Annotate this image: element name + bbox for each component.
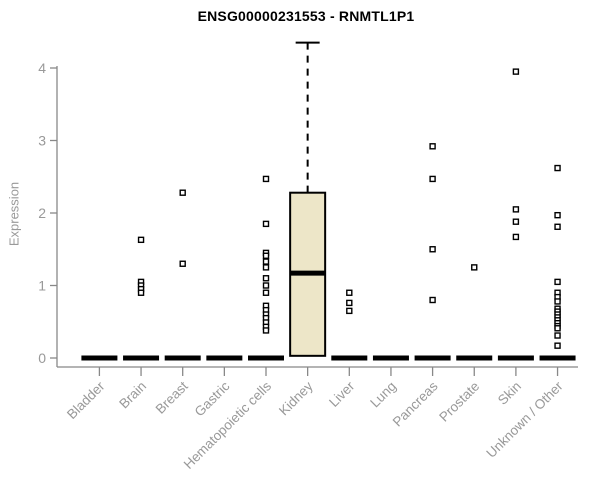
outlier-point bbox=[554, 211, 561, 219]
outlier-point bbox=[512, 68, 520, 75]
outlier-point bbox=[554, 325, 561, 332]
zero-bar bbox=[81, 355, 118, 361]
outlier-point bbox=[471, 264, 478, 271]
outlier-point bbox=[429, 296, 436, 304]
x-tick-label: Kidney bbox=[276, 378, 316, 418]
outlier-point bbox=[346, 307, 353, 315]
y-tick-label: 2 bbox=[38, 205, 46, 221]
chart-title: ENSG00000231553 - RNMTL1P1 bbox=[197, 8, 415, 24]
outlier-point bbox=[262, 220, 270, 228]
outlier-point bbox=[512, 206, 520, 213]
x-tick-label: Brain bbox=[116, 379, 149, 412]
outlier-point bbox=[554, 332, 561, 339]
y-tick-label: 0 bbox=[38, 350, 46, 366]
outlier-point bbox=[262, 327, 270, 334]
zero-bar bbox=[456, 355, 493, 361]
zero-bar bbox=[331, 355, 368, 361]
zero-bar bbox=[164, 355, 201, 361]
outlier-point bbox=[262, 289, 270, 296]
outlier-point bbox=[429, 143, 436, 150]
outlier-point bbox=[179, 189, 186, 196]
x-tick-label: Lung bbox=[367, 379, 399, 411]
outlier-point bbox=[554, 298, 561, 305]
x-tick-label: Prostate bbox=[436, 379, 482, 425]
outlier-point bbox=[262, 258, 270, 265]
x-tick-label: Unknown / Other bbox=[483, 378, 566, 461]
zero-bar bbox=[539, 355, 576, 361]
outlier-point bbox=[512, 218, 520, 225]
outlier-point bbox=[554, 278, 561, 286]
zero-bar bbox=[248, 355, 284, 361]
outlier-point bbox=[346, 299, 353, 307]
outlier-point bbox=[262, 175, 270, 183]
x-tick-label: Gastric bbox=[192, 378, 233, 419]
x-tick-label: Breast bbox=[153, 378, 191, 416]
outlier-point bbox=[429, 246, 436, 253]
zero-bar bbox=[372, 355, 409, 361]
outlier-point bbox=[262, 282, 270, 289]
y-tick-label: 4 bbox=[38, 60, 46, 76]
x-tick-label: Liver bbox=[326, 378, 358, 410]
zero-bar bbox=[123, 355, 160, 361]
outlier-point bbox=[262, 275, 270, 282]
x-tick-label: Skin bbox=[495, 379, 524, 408]
outlier-point bbox=[554, 342, 561, 349]
y-tick-label: 1 bbox=[38, 278, 46, 294]
outlier-point bbox=[346, 289, 353, 296]
outlier-point bbox=[179, 260, 186, 267]
outlier-point bbox=[262, 264, 270, 271]
outlier-point bbox=[262, 252, 270, 259]
y-tick-label: 3 bbox=[38, 133, 46, 149]
outlier-point bbox=[554, 223, 561, 230]
zero-bar bbox=[414, 355, 451, 361]
outlier-point bbox=[429, 175, 436, 183]
outlier-point bbox=[137, 289, 145, 296]
outlier-point bbox=[554, 164, 561, 172]
zero-bar bbox=[497, 355, 534, 361]
zero-bar bbox=[206, 355, 243, 361]
outlier-point bbox=[137, 236, 145, 244]
x-tick-label: Pancreas bbox=[390, 378, 441, 429]
outlier-point bbox=[512, 233, 520, 241]
x-tick-label: Bladder bbox=[64, 378, 108, 422]
